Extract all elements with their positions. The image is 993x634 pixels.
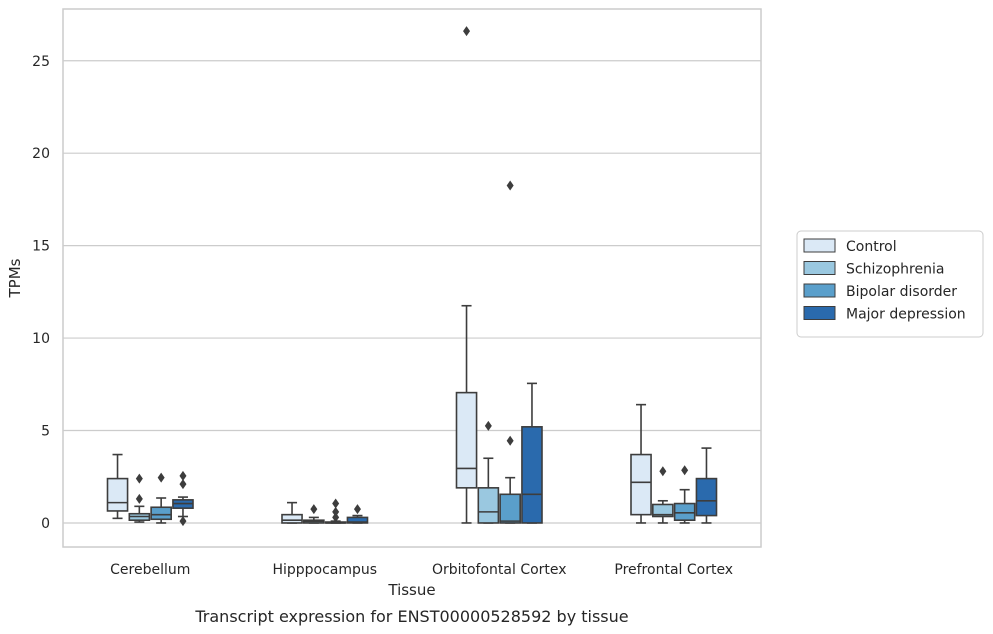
box-body bbox=[673, 502, 696, 521]
outlier-point bbox=[506, 435, 514, 446]
y-tick-label: 25 bbox=[32, 54, 50, 70]
y-tick-label: 10 bbox=[32, 331, 50, 347]
outlier-point bbox=[179, 479, 187, 490]
box-layer bbox=[106, 26, 718, 527]
x-tick-layer: Cerebellum Hipppocampus Orbitofontal Corte… bbox=[110, 562, 733, 578]
box-schizophrenia bbox=[477, 420, 500, 524]
box-body bbox=[106, 477, 129, 512]
outlier-point bbox=[506, 180, 514, 191]
y-axis-label: TPMs bbox=[6, 258, 24, 298]
outlier-point bbox=[179, 470, 187, 481]
box-control bbox=[281, 501, 303, 524]
box-major-depression bbox=[695, 447, 718, 524]
x-tick-label: Orbitofontal Cortex bbox=[432, 562, 567, 578]
box-body bbox=[346, 516, 369, 524]
outlier-point bbox=[135, 473, 143, 484]
legend-label: Control bbox=[846, 239, 897, 255]
outlier-point bbox=[157, 472, 165, 483]
box-bipolar-disorder bbox=[324, 498, 347, 524]
box-major-depression bbox=[172, 470, 194, 527]
outlier-point bbox=[353, 504, 361, 515]
box-bipolar-disorder bbox=[499, 180, 521, 524]
box-bipolar-disorder bbox=[673, 465, 696, 524]
outlier-point bbox=[659, 466, 667, 477]
box-body bbox=[652, 503, 674, 518]
outlier-point bbox=[179, 516, 187, 527]
legend-label: Schizophrenia bbox=[846, 262, 944, 278]
legend-swatch bbox=[803, 283, 836, 298]
box-major-depression bbox=[521, 382, 543, 524]
box-schizophrenia bbox=[128, 473, 151, 523]
box-control bbox=[455, 26, 478, 524]
box-bipolar-disorder bbox=[150, 472, 172, 524]
outlier-point bbox=[332, 506, 340, 517]
box-body bbox=[455, 391, 478, 489]
x-axis-label: Tissue bbox=[387, 581, 435, 599]
box-body bbox=[521, 426, 543, 524]
box-body bbox=[477, 487, 500, 524]
y-tick-label: 20 bbox=[32, 146, 50, 162]
box-schizophrenia bbox=[652, 466, 674, 524]
legend-swatch bbox=[803, 238, 836, 253]
legend-swatch bbox=[803, 261, 836, 275]
y-tick-label: 15 bbox=[32, 239, 50, 255]
box-body bbox=[150, 506, 172, 521]
box-control bbox=[106, 453, 129, 520]
outlier-point bbox=[135, 493, 143, 504]
outlier-point bbox=[332, 512, 340, 523]
box-body bbox=[499, 493, 521, 524]
y-tick-label: 0 bbox=[41, 516, 50, 532]
legend-label: Major depression bbox=[846, 307, 966, 323]
y-tick-label: 5 bbox=[41, 424, 50, 440]
legend: Control Schizophrenia Bipolar disorder Majo… bbox=[796, 230, 984, 338]
outlier-point bbox=[463, 26, 471, 37]
grid-layer bbox=[63, 60, 761, 524]
outlier-point bbox=[484, 420, 492, 431]
chart-caption: Transcript expression for ENST0000052859… bbox=[194, 607, 628, 626]
legend-frame bbox=[796, 230, 984, 338]
box-major-depression bbox=[346, 504, 369, 524]
plot-frame bbox=[62, 8, 762, 548]
x-tick-label: Prefrontal Cortex bbox=[614, 562, 733, 578]
x-tick-label: Cerebellum bbox=[110, 562, 190, 578]
outlier-point bbox=[681, 465, 689, 476]
y-tick-layer: 0 5 10 15 20 25 bbox=[32, 54, 50, 532]
box-body bbox=[695, 477, 718, 517]
outlier-point bbox=[310, 504, 318, 515]
box-schizophrenia bbox=[303, 504, 325, 524]
box-control bbox=[630, 403, 652, 524]
legend-swatch bbox=[803, 306, 836, 320]
box-body bbox=[630, 453, 652, 516]
x-tick-label: Hipppocampus bbox=[272, 562, 377, 578]
legend-label: Bipolar disorder bbox=[846, 284, 957, 300]
box-body bbox=[281, 513, 303, 524]
outlier-point bbox=[332, 498, 340, 509]
